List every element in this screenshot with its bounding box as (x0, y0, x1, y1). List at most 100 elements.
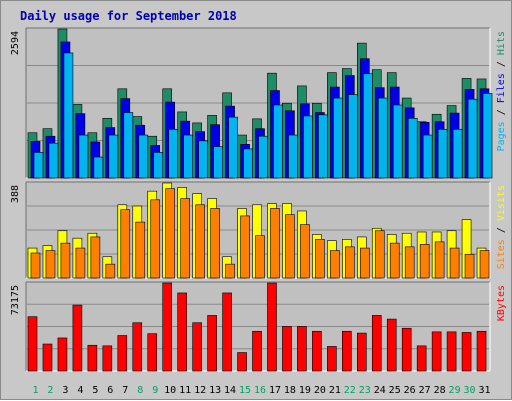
bar-pages-day-17 (273, 104, 283, 179)
bar-kbytes-day-10 (162, 282, 173, 372)
x-tick-label-day-2: 2 (47, 385, 53, 396)
bar-kbytes-day-30 (461, 332, 472, 372)
bar-pages-day-15 (243, 148, 253, 179)
bar-sites-day-23 (359, 247, 370, 279)
x-tick-label-day-24: 24 (374, 385, 386, 396)
bar-kbytes-day-5 (87, 344, 98, 372)
bar-pages-day-8 (138, 134, 149, 179)
bar-sites-day-5 (90, 236, 101, 279)
bar-kbytes-day-11 (177, 292, 187, 372)
bar-sites-day-12 (195, 204, 205, 279)
bar-kbytes-day-17 (267, 282, 277, 372)
bar-kbytes-day-8 (132, 322, 143, 372)
x-tick-label-day-20: 20 (314, 385, 326, 396)
y-axis-label: KBytes (496, 285, 507, 321)
bar-sites-day-21 (330, 250, 340, 279)
bar-sites-day-22 (345, 246, 355, 279)
bar-sites-day-28 (434, 241, 445, 279)
bar-sites-day-18 (285, 214, 295, 279)
bar-pages-day-24 (377, 97, 388, 179)
x-tick-label-day-10: 10 (164, 385, 176, 396)
y-axis-label-part: Visits (496, 185, 507, 221)
bar-sites-day-29 (449, 247, 460, 279)
x-tick-label-day-27: 27 (419, 385, 431, 396)
bar-sites-day-4 (75, 247, 86, 279)
bar-pages-day-27 (422, 134, 433, 179)
bar-sites-day-7 (120, 209, 131, 279)
x-tick-label-day-22: 22 (344, 385, 356, 396)
bar-pages-day-16 (258, 135, 268, 179)
x-tick-label-day-14: 14 (224, 385, 236, 396)
bar-kbytes-day-6 (102, 345, 113, 372)
y-max-label: 388 (10, 185, 21, 203)
x-tick-label-day-5: 5 (92, 385, 98, 396)
bar-kbytes-day-9 (147, 333, 158, 372)
x-tick-label-day-16: 16 (254, 385, 266, 396)
bar-kbytes-day-18 (282, 326, 292, 372)
x-tick-label-day-18: 18 (284, 385, 296, 396)
x-tick-label-day-1: 1 (32, 385, 38, 396)
bar-sites-day-16 (255, 235, 265, 279)
y-axis-label-part: Files (496, 73, 507, 103)
bar-pages-day-5 (93, 156, 104, 179)
bar-kbytes-day-20 (312, 330, 322, 372)
x-tick-label-day-19: 19 (299, 385, 311, 396)
bar-pages-day-18 (288, 134, 298, 179)
x-tick-label-day-8: 8 (137, 385, 143, 396)
bar-sites-day-19 (300, 224, 310, 279)
bar-pages-day-3 (63, 52, 74, 179)
y-axis-label-part: KBytes (496, 285, 507, 321)
bar-sites-day-26 (404, 246, 415, 279)
x-tick-label-day-26: 26 (404, 385, 416, 396)
bar-sites-day-13 (210, 208, 220, 279)
bar-kbytes-day-28 (431, 331, 442, 372)
bar-sites-day-3 (60, 242, 71, 279)
bar-pages-day-31 (482, 93, 493, 179)
bar-kbytes-day-31 (476, 330, 487, 372)
x-tick-label-day-17: 17 (269, 385, 281, 396)
bar-sites-day-11 (180, 198, 190, 279)
bar-kbytes-day-4 (72, 304, 83, 372)
bar-pages-day-30 (467, 98, 478, 179)
y-axis-label-part: Sites (496, 239, 507, 269)
x-tick-label-day-25: 25 (389, 385, 401, 396)
bar-sites-day-25 (389, 242, 400, 279)
bar-kbytes-day-25 (386, 318, 397, 372)
x-tick-label-day-29: 29 (449, 385, 461, 396)
bar-pages-day-6 (108, 134, 119, 179)
x-tick-label-day-13: 13 (209, 385, 221, 396)
bar-kbytes-day-24 (371, 315, 382, 372)
bar-pages-day-11 (183, 134, 193, 179)
bar-pages-day-2 (48, 142, 59, 179)
x-tick-label-day-7: 7 (122, 385, 128, 396)
bar-pages-day-14 (228, 116, 238, 179)
y-axis-label-part: / (496, 221, 507, 239)
x-tick-label-day-6: 6 (107, 385, 113, 396)
bar-kbytes-day-29 (446, 331, 457, 372)
bar-pages-day-26 (407, 117, 418, 179)
bar-sites-day-9 (150, 199, 161, 279)
bar-pages-day-20 (318, 114, 328, 179)
bar-sites-day-31 (479, 250, 490, 279)
bar-kbytes-day-21 (327, 346, 337, 372)
bar-kbytes-day-15 (237, 352, 247, 372)
x-tick-label-day-21: 21 (329, 385, 341, 396)
y-axis-label-part: / (496, 103, 507, 121)
y-axis-label-part: Pages (496, 121, 507, 151)
bar-sites-day-30 (464, 253, 475, 279)
bar-pages-day-10 (168, 128, 179, 179)
x-tick-label-day-3: 3 (62, 385, 68, 396)
bar-pages-day-28 (437, 128, 448, 179)
bar-sites-day-27 (419, 244, 430, 279)
y-axis-label: Pages / Files / Hits (496, 31, 507, 151)
bar-pages-day-12 (198, 140, 208, 179)
bar-sites-day-6 (105, 263, 116, 279)
x-tick-label-day-12: 12 (194, 385, 206, 396)
bar-kbytes-day-13 (207, 315, 217, 372)
bar-kbytes-day-27 (416, 345, 427, 372)
x-tick-label-day-15: 15 (239, 385, 251, 396)
bar-kbytes-day-2 (42, 343, 53, 372)
bar-sites-day-24 (374, 230, 385, 279)
chart-title: Daily usage for September 2018 (20, 9, 237, 23)
